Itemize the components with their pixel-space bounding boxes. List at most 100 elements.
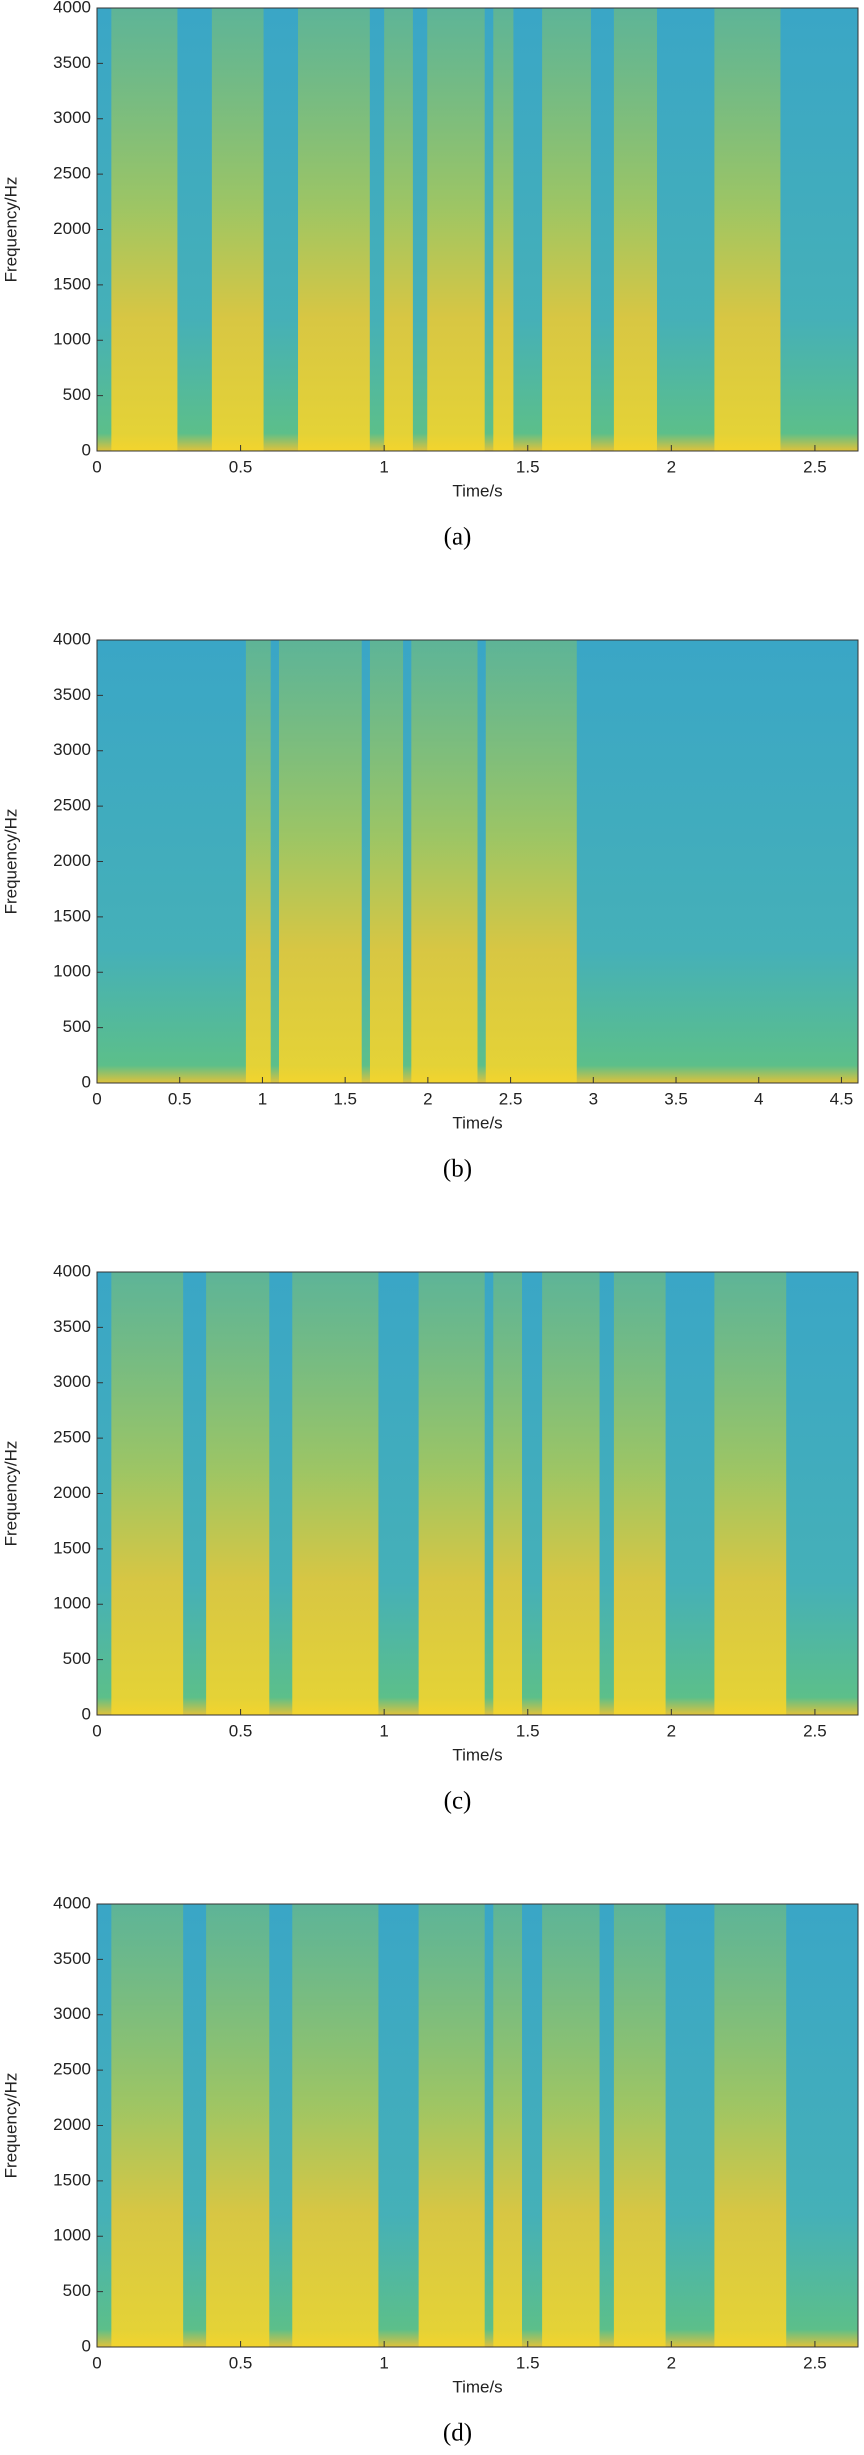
voiced-segment: [211, 8, 264, 451]
voiced-segment: [542, 1272, 600, 1715]
y-tick-label: 2500: [53, 1428, 91, 1447]
voiced-segment: [613, 1904, 666, 2347]
y-axis-label: Frequency/Hz: [1, 809, 20, 915]
x-tick-label: 3.5: [664, 1089, 688, 1108]
y-axis-label: Frequency/Hz: [1, 177, 20, 283]
voiced-segment: [369, 640, 404, 1083]
y-tick-label: 1000: [53, 1594, 91, 1613]
y-tick-label: 3500: [53, 685, 91, 704]
voiced-segment: [485, 640, 577, 1083]
voiced-segment: [714, 1272, 787, 1715]
y-tick-label: 3500: [53, 1949, 91, 1968]
x-tick-label: 0: [92, 457, 101, 476]
y-tick-label: 1500: [53, 906, 91, 925]
y-tick-label: 3000: [53, 2004, 91, 2023]
x-tick-label: 4.5: [830, 1089, 854, 1108]
voiced-segment: [493, 8, 514, 451]
x-tick-label: 0.5: [168, 1089, 192, 1108]
x-tick-label: 3: [589, 1089, 598, 1108]
y-tick-label: 1500: [53, 274, 91, 293]
y-tick-label: 2000: [53, 1483, 91, 1502]
x-tick-label: 2.5: [803, 2353, 827, 2372]
y-axis-label: Frequency/Hz: [1, 2073, 20, 2179]
y-tick-label: 4000: [53, 0, 91, 16]
voiced-segment: [206, 1904, 270, 2347]
x-tick-label: 2: [667, 1721, 676, 1740]
x-tick-label: 1: [379, 2353, 388, 2372]
y-tick-label: 1000: [53, 330, 91, 349]
x-tick-label: 1.5: [516, 1721, 540, 1740]
y-tick-label: 4000: [53, 1261, 91, 1280]
caption: (a): [444, 524, 472, 551]
y-tick-label: 0: [82, 440, 91, 459]
caption: (d): [443, 2420, 472, 2447]
voiced-segment: [278, 640, 362, 1083]
x-tick-label: 0: [92, 2353, 101, 2372]
y-tick-label: 2500: [53, 2060, 91, 2079]
voiced-segment: [206, 1272, 270, 1715]
voiced-segment: [292, 1904, 379, 2347]
y-tick-label: 500: [63, 385, 91, 404]
y-tick-label: 3000: [53, 108, 91, 127]
y-tick-label: 1000: [53, 962, 91, 981]
y-tick-label: 0: [82, 1704, 91, 1723]
voiced-segment: [418, 1904, 485, 2347]
y-tick-label: 4000: [53, 1893, 91, 1912]
x-axis-label: Time/s: [452, 481, 502, 500]
x-tick-label: 1.5: [516, 457, 540, 476]
x-tick-label: 2.5: [499, 1089, 523, 1108]
voiced-segment: [111, 1904, 184, 2347]
y-tick-label: 500: [63, 2281, 91, 2300]
voiced-segment: [493, 1904, 523, 2347]
caption: (b): [443, 1156, 472, 1183]
voiced-segment: [427, 8, 485, 451]
y-tick-label: 2000: [53, 851, 91, 870]
x-tick-label: 2: [667, 2353, 676, 2372]
voiced-segment: [542, 1904, 600, 2347]
x-tick-label: 0: [92, 1089, 101, 1108]
x-axis-label: Time/s: [452, 1745, 502, 1764]
voiced-segment: [298, 8, 370, 451]
y-tick-label: 3000: [53, 740, 91, 759]
x-tick-label: 1.5: [333, 1089, 357, 1108]
voiced-segment: [111, 1272, 184, 1715]
voiced-segment: [245, 640, 271, 1083]
y-tick-label: 1500: [53, 1538, 91, 1557]
voiced-segment: [292, 1272, 379, 1715]
y-tick-label: 2500: [53, 164, 91, 183]
y-tick-label: 3000: [53, 1372, 91, 1391]
x-axis-label: Time/s: [452, 1113, 502, 1132]
y-tick-label: 0: [82, 1072, 91, 1091]
y-tick-label: 1000: [53, 2226, 91, 2245]
x-tick-label: 0.5: [229, 1721, 253, 1740]
y-tick-label: 2000: [53, 2115, 91, 2134]
y-tick-label: 2500: [53, 796, 91, 815]
x-tick-label: 1: [379, 1721, 388, 1740]
y-tick-label: 3500: [53, 1317, 91, 1336]
voiced-segment: [542, 8, 591, 451]
x-tick-label: 4: [754, 1089, 763, 1108]
y-tick-label: 500: [63, 1649, 91, 1668]
voiced-segment: [418, 1272, 485, 1715]
voiced-segment: [111, 8, 178, 451]
x-tick-label: 2: [667, 457, 676, 476]
x-tick-label: 0.5: [229, 2353, 253, 2372]
x-tick-label: 1.5: [516, 2353, 540, 2372]
x-tick-label: 2.5: [803, 1721, 827, 1740]
voiced-segment: [714, 8, 781, 451]
caption: (c): [444, 1788, 472, 1815]
x-tick-label: 2.5: [803, 457, 827, 476]
x-tick-label: 0: [92, 1721, 101, 1740]
y-tick-label: 500: [63, 1017, 91, 1036]
x-tick-label: 0.5: [229, 457, 253, 476]
x-axis-label: Time/s: [452, 2377, 502, 2396]
voiced-segment: [384, 8, 413, 451]
y-tick-label: 4000: [53, 629, 91, 648]
y-tick-label: 1500: [53, 2170, 91, 2189]
x-tick-label: 1: [379, 457, 388, 476]
y-tick-label: 2000: [53, 219, 91, 238]
voiced-segment: [613, 1272, 666, 1715]
voiced-segment: [613, 8, 657, 451]
y-tick-label: 3500: [53, 53, 91, 72]
